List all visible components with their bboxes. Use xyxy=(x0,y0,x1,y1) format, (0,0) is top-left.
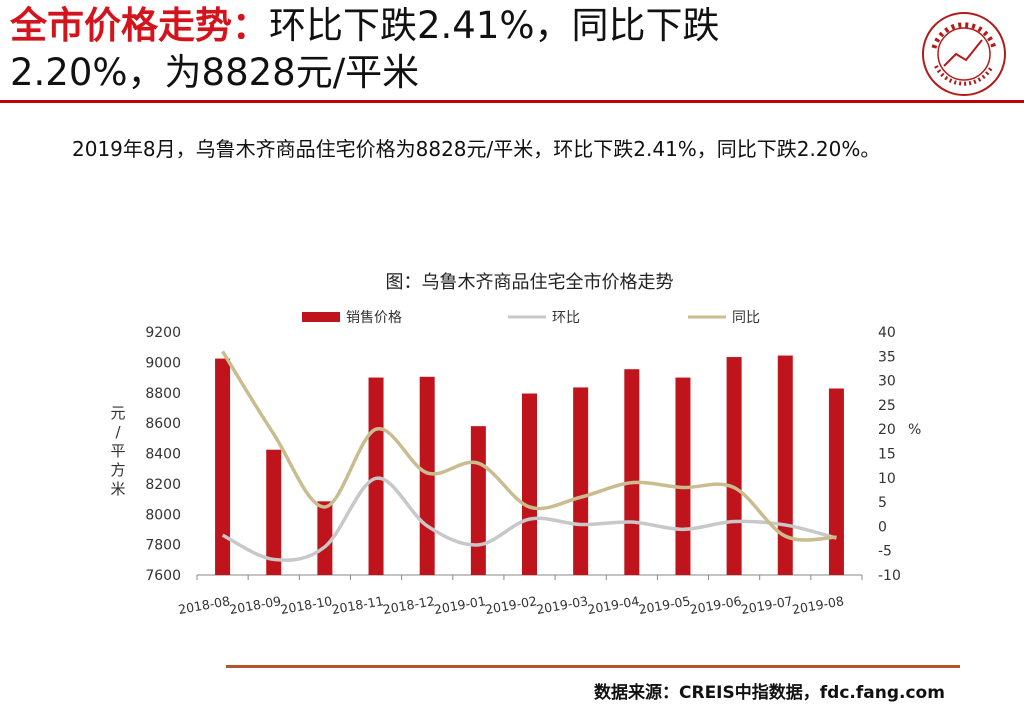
left-tick-label: 9200 xyxy=(145,325,181,341)
x-tick-label: 2018-08 xyxy=(177,593,231,617)
series-line-yoy xyxy=(221,350,837,542)
summary-text: 2019年8月，乌鲁木齐商品住宅价格为8828元/平米，环比下跌2.41%，同比… xyxy=(72,137,881,161)
x-tick-label: 2018-09 xyxy=(228,593,282,617)
x-tick-label: 2019-02 xyxy=(484,593,538,617)
left-axis-title-char: 米 xyxy=(110,480,125,498)
left-axis-title-char: / xyxy=(115,423,121,441)
title-divider xyxy=(0,100,1024,103)
data-source: 数据来源：CREIS中指数据，fdc.fang.com xyxy=(594,683,945,703)
right-tick-label: -10 xyxy=(878,568,901,584)
right-tick-label: 0 xyxy=(878,519,887,535)
left-tick-label: 9000 xyxy=(145,355,181,371)
left-tick-label: 8600 xyxy=(145,416,181,432)
right-tick-label: 10 xyxy=(878,471,896,487)
legend-label-1: 环比 xyxy=(552,310,580,326)
left-tick-label: 8000 xyxy=(145,507,181,523)
title-part-1: 环比下跌2.41%，同比下跌 xyxy=(269,4,720,47)
x-tick-label: 2019-06 xyxy=(689,593,743,617)
x-tick-label: 2019-03 xyxy=(535,593,589,617)
price-trend-chart: 图：乌鲁木齐商品住宅全市价格走势销售价格 环比 同比 7600 7800 8000 8200… xyxy=(90,262,940,632)
series-line-mom xyxy=(221,476,837,562)
price-bar xyxy=(266,449,282,575)
chart-title: 图：乌鲁木齐商品住宅全市价格走势 xyxy=(386,272,674,293)
price-bar xyxy=(828,388,844,575)
right-tick-label: 20 xyxy=(878,422,896,438)
legend-label-0: 销售价格 xyxy=(346,310,402,326)
china-index-academy-logo xyxy=(922,12,1006,96)
right-tick-label: 40 xyxy=(878,325,896,341)
price-bar xyxy=(624,369,640,575)
left-tick-label: 8400 xyxy=(145,447,181,463)
right-tick-label: -5 xyxy=(878,544,892,560)
right-axis-title: % xyxy=(908,422,921,438)
price-bar xyxy=(317,501,333,575)
left-axis-title-char: 平 xyxy=(110,442,125,460)
x-tick-label: 2019-05 xyxy=(637,593,691,617)
x-tick-label: 2019-07 xyxy=(740,593,794,617)
x-tick-label: 2019-08 xyxy=(791,593,845,617)
left-tick-label: 7600 xyxy=(145,568,181,584)
footer-divider xyxy=(226,665,960,668)
price-bar xyxy=(726,357,742,575)
price-bar xyxy=(215,358,231,575)
price-bar xyxy=(675,377,691,575)
price-bar xyxy=(470,426,486,575)
left-tick-label: 8200 xyxy=(145,477,181,493)
left-axis-title-char: 元 xyxy=(110,404,125,422)
page-title: 全市价格走势：环比下跌2.41%，同比下跌 2.20%，为8828元/平米 xyxy=(10,2,910,96)
legend-swatch-0 xyxy=(302,312,340,322)
left-tick-label: 7800 xyxy=(145,538,181,554)
legend-label-2: 同比 xyxy=(732,310,760,326)
right-tick-label: 15 xyxy=(878,447,896,463)
x-tick-label: 2019-01 xyxy=(433,593,487,617)
title-highlight: 全市价格走势： xyxy=(10,4,269,47)
x-tick-label: 2018-11 xyxy=(331,593,385,617)
title-part-2: 2.20%，为8828元/平米 xyxy=(10,51,420,94)
x-tick-label: 2018-10 xyxy=(279,593,333,617)
x-tick-label: 2018-12 xyxy=(382,593,436,617)
price-bar xyxy=(777,355,793,575)
right-tick-label: 25 xyxy=(878,398,896,414)
right-tick-label: 30 xyxy=(878,374,896,390)
price-bar xyxy=(368,377,384,575)
price-bar xyxy=(522,393,537,575)
right-tick-label: 5 xyxy=(878,495,887,511)
left-tick-label: 8800 xyxy=(145,386,181,402)
price-bar xyxy=(419,376,435,575)
left-axis-title-char: 方 xyxy=(110,461,125,479)
price-bar xyxy=(573,387,589,575)
right-tick-label: 35 xyxy=(878,349,896,365)
x-tick-label: 2019-04 xyxy=(586,593,640,617)
